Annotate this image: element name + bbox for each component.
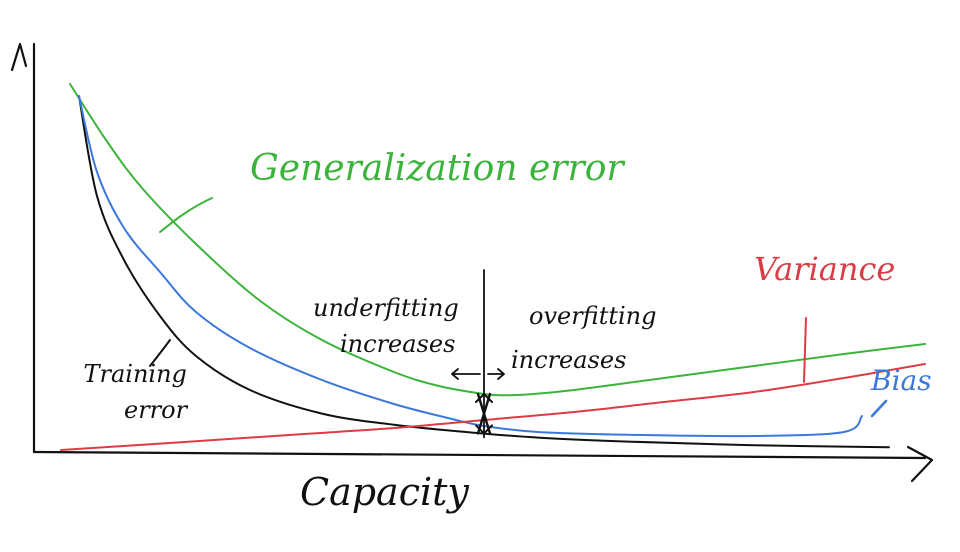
overfitting-1-label: overfitting (529, 302, 656, 330)
gap-arrowhead-bottom (475, 424, 493, 435)
training-1-label: Training (84, 360, 187, 388)
bias-leader (870, 399, 888, 418)
y-axis-arrowhead (10, 42, 28, 72)
variance-leader (803, 317, 807, 383)
series-layer (60, 83, 926, 451)
generalization-error-line (69, 83, 926, 397)
generalization-gap-stroke-2 (476, 392, 492, 435)
underfitting-arrow (451, 368, 481, 380)
marker-layer (149, 197, 888, 439)
training-leader (149, 339, 171, 367)
overfitting-2-label: increases (511, 346, 626, 374)
axes (10, 42, 934, 483)
x-axis-label: Capacity (300, 470, 469, 514)
gap-arrowhead-top (475, 393, 493, 403)
underfitting-1-label: underfitting (313, 294, 459, 322)
variance-label: Variance (754, 250, 895, 288)
bias-line (78, 95, 863, 438)
bias-label: Bias (870, 364, 932, 397)
overfitting-arrow (487, 368, 505, 380)
generalization-label: Generalization error (250, 148, 625, 189)
variance-line (60, 363, 926, 451)
annotation-layer: Generalization error Variance Bias Training… (84, 148, 932, 424)
underfitting-2-label: increases (340, 330, 455, 358)
x-axis-arrowhead (906, 445, 934, 483)
x-axis (32, 450, 927, 460)
training-error-line (78, 95, 890, 449)
training-2-label: error (124, 396, 189, 424)
generalization-leader (159, 197, 213, 233)
